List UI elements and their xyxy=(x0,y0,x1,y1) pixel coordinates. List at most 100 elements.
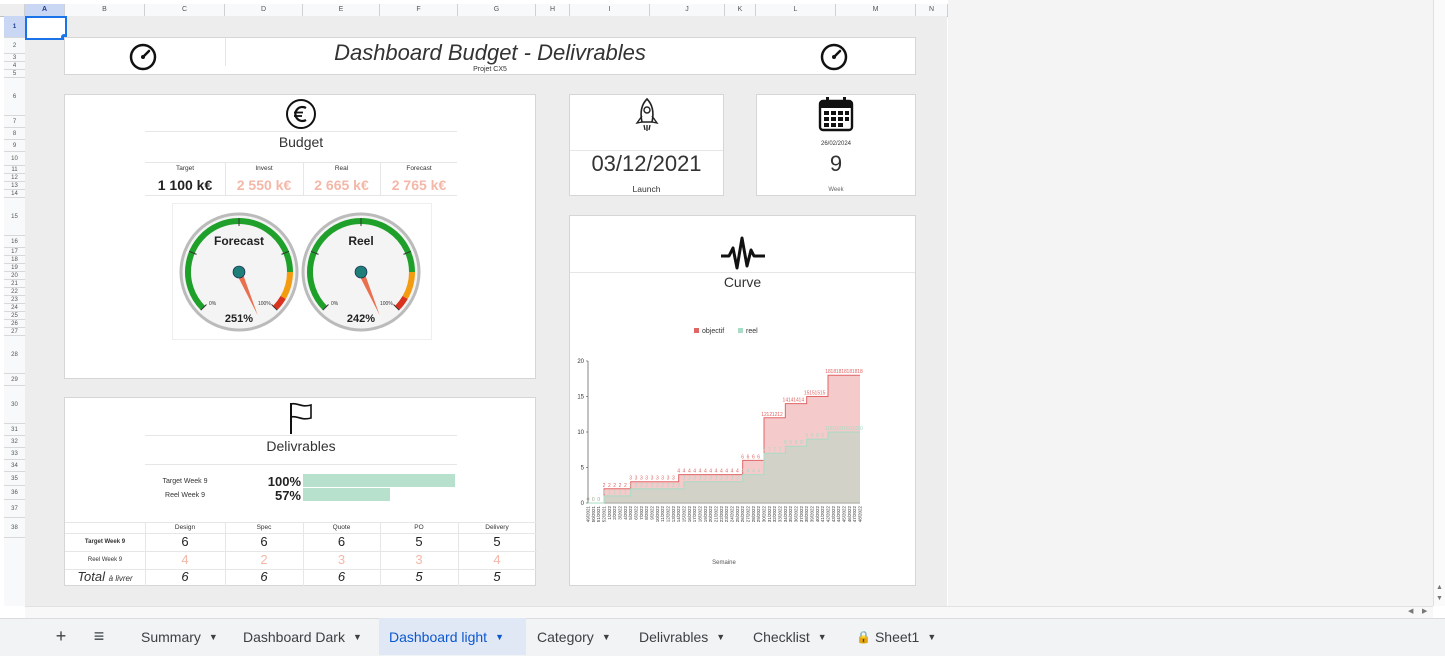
all-sheets-menu-button[interactable]: ≡ xyxy=(93,626,105,646)
row-header-13[interactable]: 13 xyxy=(4,182,25,190)
selected-cell-a1[interactable] xyxy=(25,16,67,40)
row-header-16[interactable]: 16 xyxy=(4,236,25,248)
chevron-down-icon[interactable]: ▼ xyxy=(495,631,504,642)
column-header-i[interactable]: I xyxy=(570,4,650,16)
row-header-21[interactable]: 21 xyxy=(4,280,25,288)
data-label-reel: 2 xyxy=(629,483,632,489)
data-label-reel: 10 xyxy=(825,426,831,432)
deliv-total-po: 5 xyxy=(415,569,423,584)
horizontal-scrollbar[interactable]: ◀ ▶ xyxy=(25,606,1433,619)
row-header-38[interactable]: 38 xyxy=(4,518,25,538)
gauge-needle xyxy=(358,270,380,316)
row-header-11[interactable]: 11 xyxy=(4,166,25,174)
chevron-down-icon[interactable]: ▼ xyxy=(601,631,611,642)
chevron-down-icon[interactable]: ▼ xyxy=(716,631,726,642)
row-header-31[interactable]: 31 xyxy=(4,424,25,436)
row-header-36[interactable]: 36 xyxy=(4,486,25,500)
column-header-n[interactable]: N xyxy=(916,4,948,16)
column-header-h[interactable]: H xyxy=(536,4,570,16)
sheet-tab-summary[interactable]: Summary ▼ xyxy=(131,618,231,655)
column-header-k[interactable]: K xyxy=(725,4,756,16)
budget-header-invest: Invest xyxy=(255,165,273,172)
data-label-objectif: 12 xyxy=(761,412,767,418)
x-tick-label: 51/2021 xyxy=(596,506,601,523)
row-header-27[interactable]: 27 xyxy=(4,328,25,336)
row-header-37[interactable]: 37 xyxy=(4,500,25,518)
budget-header-target: Target xyxy=(175,165,195,172)
column-header-b[interactable]: B xyxy=(65,4,145,16)
row-header-4[interactable]: 4 xyxy=(4,62,25,70)
data-label-reel: 2 xyxy=(635,483,638,489)
chevron-down-icon[interactable]: ▼ xyxy=(352,631,362,642)
euro-icon xyxy=(286,99,316,129)
data-label-objectif: 4 xyxy=(720,469,723,475)
scroll-down-icon[interactable]: ▼ xyxy=(1436,595,1443,602)
row-header-29[interactable]: 29 xyxy=(4,374,25,386)
row-header-1[interactable]: 1 xyxy=(4,16,25,38)
sheet-tab-sheet1[interactable]: 🔒 Sheet1 ▼ xyxy=(846,618,946,655)
select-all-corner[interactable] xyxy=(0,4,25,16)
column-header-j[interactable]: J xyxy=(650,4,725,16)
sheet-tab-dashboard-dark[interactable]: Dashboard Dark ▼ xyxy=(233,618,377,655)
add-sheet-button[interactable]: + xyxy=(55,626,67,646)
scroll-up-icon[interactable]: ▲ xyxy=(1436,584,1443,591)
row-header-30[interactable]: 30 xyxy=(4,386,25,424)
vertical-scrollbar[interactable]: ▲ ▼ xyxy=(1433,0,1445,606)
scroll-right-icon[interactable]: ▶ xyxy=(1422,608,1428,615)
column-header-g[interactable]: G xyxy=(458,4,536,16)
row-header-22[interactable]: 22 xyxy=(4,288,25,296)
sheet-tab-checklist[interactable]: Checklist ▼ xyxy=(743,618,844,655)
data-label-objectif: 4 xyxy=(704,469,707,475)
row-header-20[interactable]: 20 xyxy=(4,272,25,280)
data-label-objectif: 4 xyxy=(715,469,718,475)
data-label-objectif: 4 xyxy=(699,469,702,475)
column-header-a[interactable]: A xyxy=(25,4,65,16)
row-header-7[interactable]: 7 xyxy=(4,116,25,128)
column-header-f[interactable]: F xyxy=(380,4,458,16)
x-tick-label: 6/2022 xyxy=(634,506,639,520)
sheet-tab-delivrables[interactable]: Delivrables ▼ xyxy=(629,618,742,655)
x-tick-label: 1/2022 xyxy=(607,506,612,520)
row-header-25[interactable]: 25 xyxy=(4,312,25,320)
sheet-tab-bar xyxy=(0,618,1445,656)
row-header-12[interactable]: 12 xyxy=(4,174,25,182)
column-header-e[interactable]: E xyxy=(303,4,380,16)
column-header-d[interactable]: D xyxy=(225,4,303,16)
row-header-6[interactable]: 6 xyxy=(4,78,25,116)
row-header-32[interactable]: 32 xyxy=(4,436,25,448)
column-header-c[interactable]: C xyxy=(145,4,225,16)
x-axis-label: Semaine xyxy=(712,560,736,566)
chevron-down-icon[interactable]: ▼ xyxy=(927,631,937,642)
row-header-33[interactable]: 33 xyxy=(4,448,25,460)
chevron-down-icon[interactable]: ▼ xyxy=(817,631,827,642)
row-header-28[interactable]: 28 xyxy=(4,336,25,374)
row-header-5[interactable]: 5 xyxy=(4,70,25,78)
chevron-down-icon[interactable]: ▼ xyxy=(208,631,218,642)
column-header-l[interactable]: L xyxy=(756,4,836,16)
row-header-15[interactable]: 15 xyxy=(4,198,25,236)
x-tick-label: 39/2022 xyxy=(810,506,815,523)
row-header-18[interactable]: 18 xyxy=(4,256,25,264)
progress-label-target: Target Week 9 xyxy=(162,478,208,485)
row-header-24[interactable]: 24 xyxy=(4,304,25,312)
row-header-2[interactable]: 2 xyxy=(4,38,25,54)
row-header-17[interactable]: 17 xyxy=(4,248,25,256)
row-header-35[interactable]: 35 xyxy=(4,472,25,486)
row-header-9[interactable]: 9 xyxy=(4,140,25,152)
row-header-26[interactable]: 26 xyxy=(4,320,25,328)
speedometer-icon xyxy=(129,43,157,71)
sheet-tab-dashboard-light[interactable]: Dashboard light ▼ xyxy=(379,618,526,655)
data-label-objectif: 4 xyxy=(693,469,696,475)
sheet-tab-category[interactable]: Category ▼ xyxy=(527,618,627,655)
row-header-3[interactable]: 3 xyxy=(4,54,25,62)
row-header-10[interactable]: 10 xyxy=(4,152,25,166)
row-header-19[interactable]: 19 xyxy=(4,264,25,272)
row-header-23[interactable]: 23 xyxy=(4,296,25,304)
column-header-m[interactable]: M xyxy=(836,4,916,16)
row-header-34[interactable]: 34 xyxy=(4,460,25,472)
scroll-left-icon[interactable]: ◀ xyxy=(1408,608,1414,615)
delivrables-card: Delivrables Target Week 9 100% Reel Week… xyxy=(64,397,537,586)
progress-bar-target xyxy=(303,474,455,487)
row-header-8[interactable]: 8 xyxy=(4,128,25,140)
row-header-14[interactable]: 14 xyxy=(4,190,25,198)
